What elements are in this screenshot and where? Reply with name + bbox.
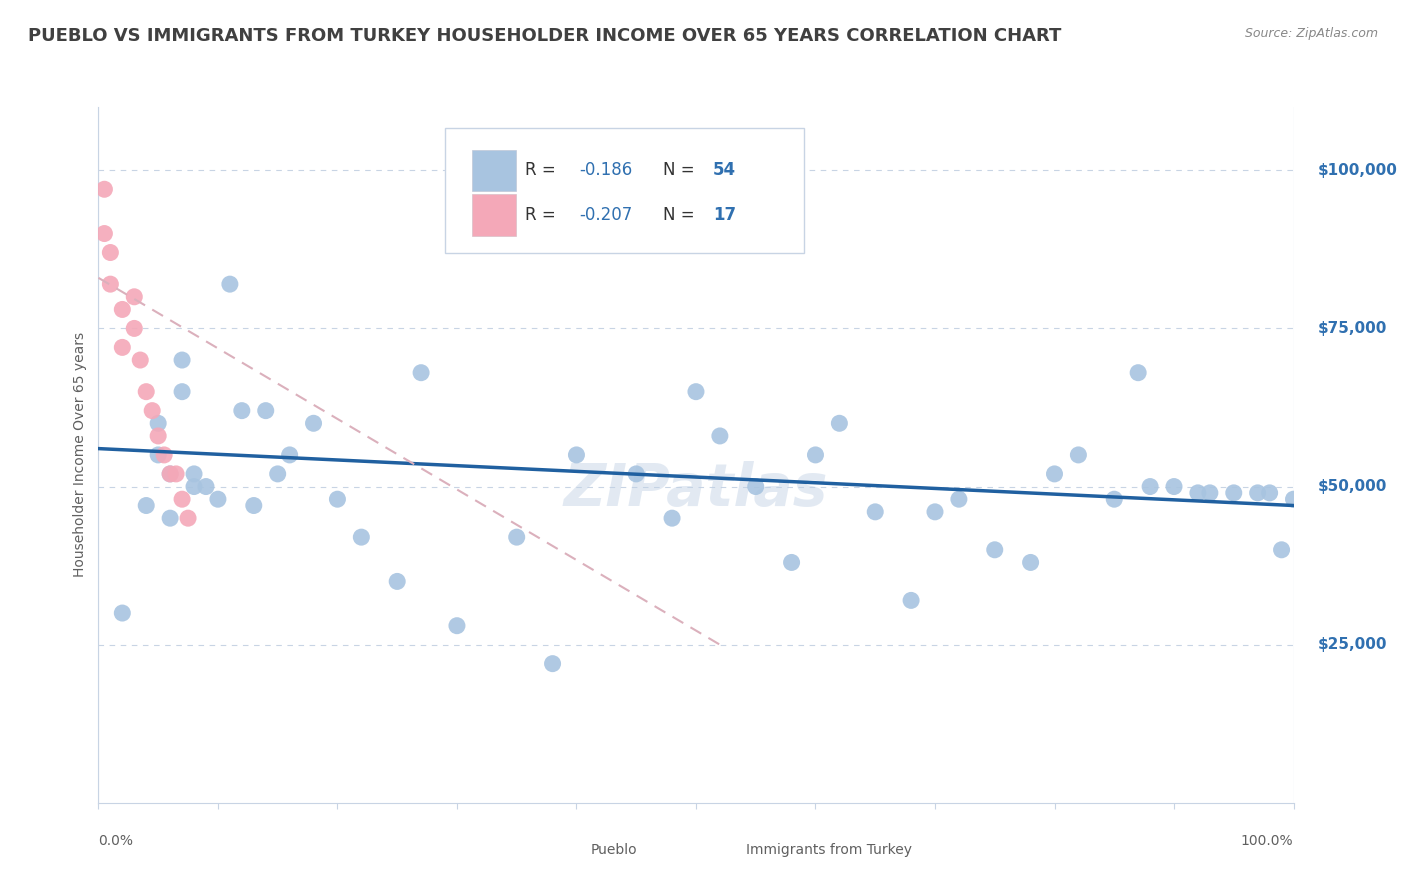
Text: $100,000: $100,000	[1317, 163, 1398, 178]
Point	[177, 511, 200, 525]
Point	[541, 657, 564, 671]
Point	[1198, 486, 1220, 500]
Text: N =: N =	[662, 161, 699, 179]
Point	[98, 277, 122, 292]
Text: N =: N =	[662, 206, 699, 224]
FancyBboxPatch shape	[706, 836, 740, 864]
Point	[1102, 492, 1125, 507]
Text: 17: 17	[713, 206, 735, 224]
Point	[194, 479, 217, 493]
Point	[1271, 542, 1294, 557]
Point	[780, 556, 803, 570]
Point	[506, 530, 529, 544]
Text: PUEBLO VS IMMIGRANTS FROM TURKEY HOUSEHOLDER INCOME OVER 65 YEARS CORRELATION CH: PUEBLO VS IMMIGRANTS FROM TURKEY HOUSEHO…	[28, 27, 1062, 45]
Point	[1187, 486, 1209, 500]
Text: 100.0%: 100.0%	[1241, 834, 1294, 848]
Point	[135, 384, 157, 399]
FancyBboxPatch shape	[472, 194, 516, 235]
Point	[661, 511, 683, 525]
Point	[302, 417, 325, 431]
Text: $25,000: $25,000	[1317, 637, 1386, 652]
Text: $50,000: $50,000	[1317, 479, 1386, 494]
Point	[924, 505, 946, 519]
Point	[243, 499, 266, 513]
Point	[148, 448, 170, 462]
Point	[983, 542, 1005, 557]
Point	[1222, 486, 1246, 500]
Text: 0.0%: 0.0%	[98, 834, 134, 848]
Point	[172, 384, 194, 399]
Point	[172, 353, 194, 368]
Point	[1128, 366, 1150, 380]
Y-axis label: Householder Income Over 65 years: Householder Income Over 65 years	[73, 333, 87, 577]
Point	[1019, 556, 1042, 570]
Point	[159, 467, 181, 481]
Text: Pueblo: Pueblo	[591, 843, 637, 857]
Point	[135, 499, 157, 513]
Point	[183, 479, 205, 493]
Point	[124, 321, 146, 335]
Point	[1067, 448, 1090, 462]
Point	[278, 448, 301, 462]
Point	[385, 574, 409, 589]
Point	[411, 366, 433, 380]
Point	[1246, 486, 1268, 500]
Point	[165, 467, 187, 481]
Point	[183, 467, 205, 481]
Point	[93, 182, 115, 196]
Text: Source: ZipAtlas.com: Source: ZipAtlas.com	[1244, 27, 1378, 40]
Point	[267, 467, 290, 481]
Point	[111, 302, 134, 317]
Point	[709, 429, 731, 443]
Point	[1258, 486, 1281, 500]
Point	[159, 511, 181, 525]
Text: R =: R =	[524, 161, 561, 179]
Text: ZIPatlas: ZIPatlas	[564, 461, 828, 518]
Point	[93, 227, 115, 241]
Point	[254, 403, 277, 417]
Point	[828, 417, 851, 431]
Point	[900, 593, 922, 607]
Point	[745, 479, 768, 493]
Point	[1282, 492, 1305, 507]
Point	[111, 606, 134, 620]
Point	[326, 492, 349, 507]
Point	[111, 340, 134, 354]
FancyBboxPatch shape	[444, 128, 804, 253]
Point	[153, 448, 176, 462]
Point	[565, 448, 588, 462]
Text: R =: R =	[524, 206, 561, 224]
Point	[948, 492, 970, 507]
Point	[159, 467, 181, 481]
Point	[148, 417, 170, 431]
Point	[172, 492, 194, 507]
Point	[1043, 467, 1066, 481]
FancyBboxPatch shape	[550, 836, 585, 864]
Text: Immigrants from Turkey: Immigrants from Turkey	[747, 843, 912, 857]
Text: $75,000: $75,000	[1317, 321, 1386, 336]
Point	[148, 429, 170, 443]
Point	[685, 384, 707, 399]
Point	[863, 505, 886, 519]
Text: -0.207: -0.207	[579, 206, 633, 224]
Text: 54: 54	[713, 161, 735, 179]
Point	[98, 245, 122, 260]
Point	[129, 353, 152, 368]
Point	[141, 403, 163, 417]
Point	[446, 618, 468, 632]
Point	[219, 277, 242, 292]
Point	[624, 467, 647, 481]
Text: -0.186: -0.186	[579, 161, 633, 179]
Point	[124, 290, 146, 304]
Point	[350, 530, 373, 544]
Point	[207, 492, 229, 507]
FancyBboxPatch shape	[472, 150, 516, 191]
Point	[1139, 479, 1161, 493]
Point	[231, 403, 253, 417]
Point	[804, 448, 827, 462]
Point	[1163, 479, 1185, 493]
